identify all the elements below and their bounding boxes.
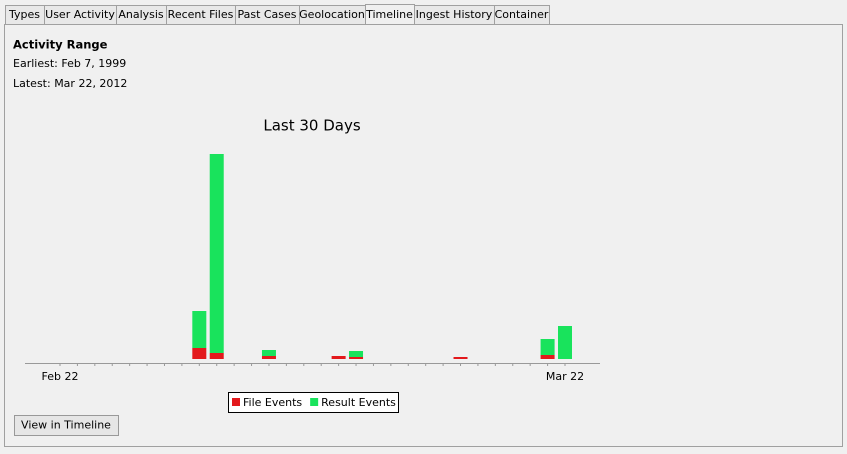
tab-label[interactable]: Types	[8, 8, 40, 21]
tab-label[interactable]: Past Cases	[237, 8, 296, 21]
legend-swatch	[232, 398, 240, 406]
section-title: Activity Range	[13, 38, 108, 52]
bar-segment	[349, 351, 364, 357]
tab-label[interactable]: Ingest History	[416, 8, 493, 21]
chart-title: Last 30 Days	[263, 117, 360, 135]
legend-items: File Events Result Events	[232, 396, 396, 409]
bar-segment	[558, 326, 572, 359]
bar-segment	[349, 357, 364, 359]
chart: Feb 22 Mar 22	[42, 154, 584, 383]
tab[interactable]	[494, 5, 550, 25]
bar-segment	[209, 353, 224, 359]
tab-label[interactable]: Container	[495, 8, 549, 21]
tab-label[interactable]: User Activity	[45, 8, 115, 21]
latest: Latest: Mar 22, 2012	[13, 77, 127, 90]
bar-segment	[540, 339, 555, 355]
bar-segment	[261, 350, 276, 356]
tab-bar: Types User Activity Analysis Recent Files Pa…	[5, 4, 550, 25]
x-tick-label: Mar 22	[546, 370, 584, 383]
earliest: Earliest: Feb 7, 1999	[13, 57, 126, 70]
bar-segment	[192, 311, 207, 348]
tab-label[interactable]: Recent Files	[168, 8, 234, 21]
tab-label[interactable]: Geolocation	[299, 8, 365, 21]
legend-label: Result Events	[321, 396, 396, 409]
button-label[interactable]: View in Timeline	[21, 419, 111, 432]
bar-segment	[261, 356, 276, 359]
bar-segment	[540, 355, 555, 359]
panel	[4, 24, 843, 447]
view-button[interactable]	[14, 415, 119, 436]
tab-label[interactable]: Timeline	[365, 8, 413, 21]
bar-segment	[453, 357, 468, 359]
bar-segment	[209, 154, 224, 353]
bar-segment	[331, 356, 346, 359]
tab-label[interactable]: Analysis	[118, 8, 164, 21]
legend-label: File Events	[243, 396, 302, 409]
legend-swatch	[310, 398, 319, 406]
bar-segment	[192, 348, 207, 359]
x-tick-label: Feb 22	[42, 370, 79, 383]
